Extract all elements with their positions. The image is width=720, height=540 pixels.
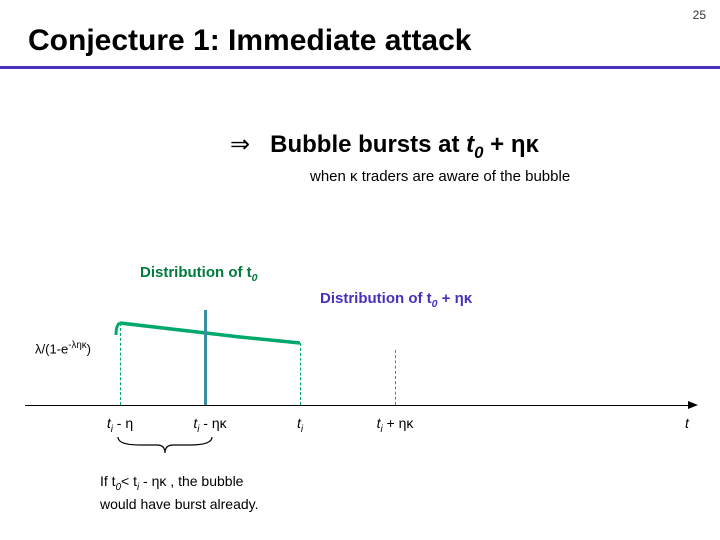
tick-d-tail: + ηκ xyxy=(383,415,414,431)
cond-c: < t xyxy=(121,473,137,489)
brace-icon xyxy=(115,435,215,457)
cond-a: If t xyxy=(100,473,116,489)
tick-a: ti - η xyxy=(107,415,133,435)
main-t-sub: 0 xyxy=(474,143,483,162)
main-text: Bubble bursts at xyxy=(270,131,466,158)
main-t: t xyxy=(466,131,474,158)
t-axis-label: t xyxy=(685,415,689,431)
condition-text: If t0< ti - ηκ , the bubble would have b… xyxy=(100,472,259,513)
cond-e: - ηκ , the bubble xyxy=(139,473,243,489)
slide-title: Conjecture 1: Immediate attack xyxy=(28,24,471,58)
tick-c-sub: i xyxy=(301,424,303,435)
tick-b-tail: - ηκ xyxy=(199,415,226,431)
tick-b: ti - ηκ xyxy=(193,415,226,435)
chart-area: λ/(1-e-ληκ) ti - η ti - ηκ ti ti + ηκ t xyxy=(0,285,720,425)
tick-a-tail: - η xyxy=(113,415,133,431)
cond-line2: would have burst already. xyxy=(100,496,259,512)
main-plus: + ηκ xyxy=(484,131,539,158)
tick-c: ti xyxy=(297,415,303,435)
dist-t0-sub: 0 xyxy=(252,272,258,284)
teal-separator xyxy=(204,310,207,405)
tick-d: ti + ηκ xyxy=(377,415,414,435)
sub-statement: when κ traders are aware of the bubble xyxy=(310,168,570,185)
green-curve xyxy=(0,285,720,425)
page-number: 25 xyxy=(693,8,706,22)
dist-t0-text: Distribution of t xyxy=(140,264,252,281)
implies-arrow: ⇒ xyxy=(230,132,250,158)
title-underline xyxy=(0,66,720,69)
x-axis-arrow xyxy=(688,401,698,409)
distribution-t0-label: Distribution of t0 xyxy=(140,264,258,284)
main-statement: ⇒ Bubble bursts at t0 + ηκ xyxy=(230,130,539,163)
x-axis xyxy=(25,405,695,406)
